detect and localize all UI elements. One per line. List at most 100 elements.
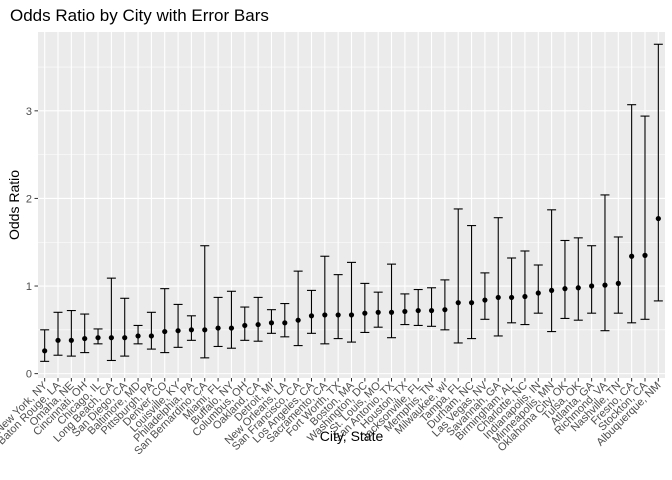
- data-point: [188, 327, 195, 333]
- data-point: [375, 309, 381, 315]
- data-point: [215, 325, 221, 331]
- error-bar: [360, 282, 370, 334]
- data-point: [428, 307, 435, 314]
- error-bar: [427, 287, 437, 327]
- error-bar: [573, 237, 583, 321]
- data-point: [122, 335, 128, 341]
- error-bar: [440, 279, 450, 331]
- error-bar: [53, 311, 63, 356]
- error-bar: [120, 297, 130, 357]
- data-point: [508, 294, 515, 301]
- error-bar: [306, 289, 316, 334]
- data-point: [55, 337, 61, 343]
- x-axis-title: City, State: [320, 428, 384, 444]
- error-bar: [587, 245, 597, 314]
- data-point: [535, 290, 541, 296]
- data-point: [455, 300, 461, 306]
- data-point: [335, 312, 341, 318]
- error-bar: [280, 302, 290, 338]
- error-bar: [640, 115, 650, 320]
- error-bars: [40, 43, 663, 362]
- error-bar: [347, 261, 356, 343]
- data-point: [202, 327, 208, 333]
- error-bar: [413, 288, 423, 326]
- y-axis-title: Odds Ratio: [6, 170, 22, 240]
- y-tick-label: 1: [26, 281, 32, 293]
- data-point: [402, 308, 408, 315]
- data-point: [268, 320, 275, 326]
- error-bar: [66, 310, 76, 357]
- data-point: [295, 317, 301, 323]
- error-bar: [373, 291, 383, 328]
- data-point: [442, 307, 448, 313]
- data-point: [362, 310, 368, 316]
- error-bar: [453, 208, 463, 344]
- data-point: [468, 300, 475, 306]
- error-bar: [533, 264, 543, 314]
- y-axis: 0 1 2 3: [26, 106, 38, 381]
- error-bar: [653, 43, 663, 302]
- chart-title: Odds Ratio by City with Error Bars: [10, 6, 269, 25]
- data-point: [602, 282, 608, 288]
- data-point: [522, 293, 528, 300]
- data-point: [135, 333, 141, 339]
- data-point: [388, 309, 395, 315]
- error-bar: [507, 257, 517, 324]
- data-point: [562, 286, 568, 292]
- error-bar: [600, 194, 610, 332]
- data-point: [575, 285, 581, 291]
- data-point: [282, 320, 288, 326]
- data-point: [322, 312, 328, 318]
- error-bar: [333, 274, 343, 340]
- data-point: [162, 328, 168, 335]
- error-bar: [480, 272, 490, 320]
- error-bar: [467, 225, 477, 340]
- data-point: [495, 294, 501, 301]
- data-point: [308, 313, 315, 319]
- error-bar: [226, 290, 236, 349]
- error-bar: [146, 311, 156, 350]
- data-point: [482, 297, 488, 303]
- data-point: [642, 252, 648, 258]
- y-tick-label: 2: [26, 193, 32, 205]
- data-point: [68, 337, 74, 343]
- error-bar: [173, 303, 183, 348]
- data-point: [255, 321, 261, 328]
- error-bar: [160, 288, 170, 354]
- error-bar: [493, 217, 503, 337]
- data-point: [242, 322, 248, 329]
- error-bar: [613, 236, 623, 314]
- error-bar: [547, 209, 557, 333]
- data-point: [615, 280, 621, 286]
- error-bar: [293, 270, 303, 347]
- data-point: [549, 287, 555, 294]
- error-bar: [80, 313, 90, 354]
- data-point: [95, 335, 101, 341]
- error-bar: [627, 104, 637, 324]
- data-point: [42, 348, 48, 354]
- data-point: [108, 335, 114, 341]
- data-points: [42, 215, 661, 354]
- data-point: [589, 283, 595, 289]
- error-bar: [40, 329, 50, 362]
- error-bar: [253, 296, 263, 342]
- y-tick-label: 3: [26, 106, 32, 118]
- error-bar: [320, 255, 330, 345]
- error-bar: [106, 277, 116, 362]
- data-point: [348, 312, 355, 318]
- data-point: [415, 307, 421, 314]
- y-tick-label: 0: [26, 369, 32, 381]
- data-point: [228, 325, 235, 331]
- error-bar: [520, 250, 530, 326]
- data-point: [655, 215, 661, 222]
- data-point: [148, 333, 154, 339]
- error-bar: [387, 263, 397, 339]
- error-bar: [200, 245, 210, 359]
- error-bar: [213, 296, 223, 348]
- data-point: [629, 253, 635, 259]
- error-bar: [560, 239, 570, 319]
- data-point: [175, 328, 181, 334]
- data-point: [82, 335, 88, 342]
